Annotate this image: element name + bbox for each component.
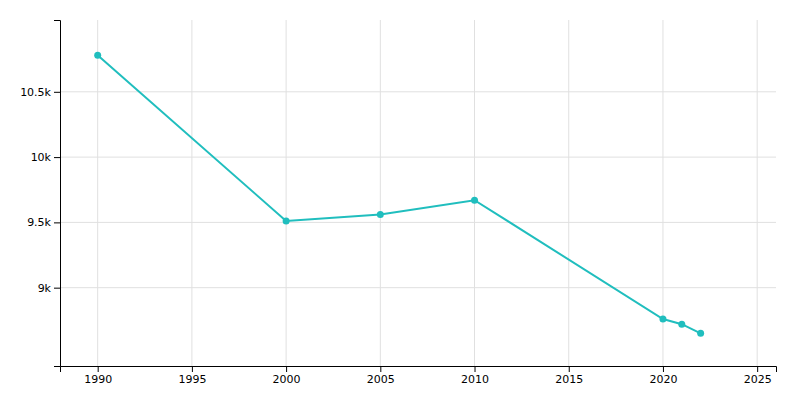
x-grid-line xyxy=(97,20,98,366)
x-tick-mark xyxy=(286,366,287,372)
x-tick-label: 1990 xyxy=(84,373,112,386)
x-tick-mark xyxy=(380,366,381,372)
plot-area xyxy=(94,52,704,337)
y-tick-label: 9.5k xyxy=(27,216,51,229)
x-axis-line xyxy=(61,367,777,373)
x-tick: 2000 xyxy=(273,366,301,386)
point xyxy=(471,197,478,204)
x-tick-label: 2005 xyxy=(367,373,395,386)
x-tick-label: 2015 xyxy=(555,373,583,386)
y-grid-line xyxy=(60,91,776,92)
x-grid-line xyxy=(568,20,569,366)
y-tick-label: 9k xyxy=(38,282,52,295)
x-tick-mark xyxy=(569,366,570,372)
y-tick-label: 10k xyxy=(31,151,52,164)
x-tick-label: 1995 xyxy=(178,373,206,386)
y-axis: 9k 9.5k 10k 10.5k xyxy=(20,21,60,367)
point xyxy=(697,330,704,337)
x-grid-line xyxy=(286,20,287,366)
x-grid-line xyxy=(380,20,381,366)
x-tick: 2015 xyxy=(555,366,583,386)
x-grid-line xyxy=(191,20,192,366)
x-axis: 1990 1995 2000 2005 2010 2015 2020 2025 xyxy=(61,366,777,386)
y-tick-mark xyxy=(54,222,60,223)
x-tick-mark xyxy=(757,366,758,372)
y-axis-line xyxy=(54,21,61,367)
x-tick: 2010 xyxy=(461,366,489,386)
x-grid-line xyxy=(757,20,758,366)
x-tick-label: 2000 xyxy=(273,373,301,386)
point xyxy=(283,217,290,224)
x-tick-label: 2010 xyxy=(461,373,489,386)
point xyxy=(94,52,101,59)
y-tick: 9.5k xyxy=(27,216,60,229)
x-tick-mark xyxy=(663,366,664,372)
y-tick-mark xyxy=(54,288,60,289)
y-grid-line xyxy=(60,287,776,288)
line xyxy=(98,55,701,333)
y-tick: 10k xyxy=(31,151,60,164)
x-tick-mark xyxy=(192,366,193,372)
y-tick: 10.5k xyxy=(20,86,60,99)
y-tick-label: 10.5k xyxy=(20,86,51,99)
x-tick: 2025 xyxy=(744,366,772,386)
x-tick: 2020 xyxy=(649,366,677,386)
x-tick-label: 2025 xyxy=(744,373,772,386)
y-grid-line xyxy=(60,222,776,223)
x-tick-mark xyxy=(98,366,99,372)
x-grid-line xyxy=(662,20,663,366)
grid xyxy=(60,20,776,366)
chart: 1990 1995 2000 2005 2010 2015 2020 2025 9k 9.5k 10… xyxy=(0,0,800,400)
x-tick-mark xyxy=(475,366,476,372)
x-tick-label: 2020 xyxy=(649,373,677,386)
y-tick-mark xyxy=(54,157,60,158)
x-tick: 1995 xyxy=(178,366,206,386)
point xyxy=(377,211,384,218)
x-tick: 2005 xyxy=(367,366,395,386)
point xyxy=(659,315,666,322)
y-tick-mark xyxy=(54,92,60,93)
point xyxy=(678,321,685,328)
y-tick: 9k xyxy=(38,282,60,295)
y-grid-line xyxy=(60,157,776,158)
x-tick: 1990 xyxy=(84,366,112,386)
x-grid-line xyxy=(474,20,475,366)
